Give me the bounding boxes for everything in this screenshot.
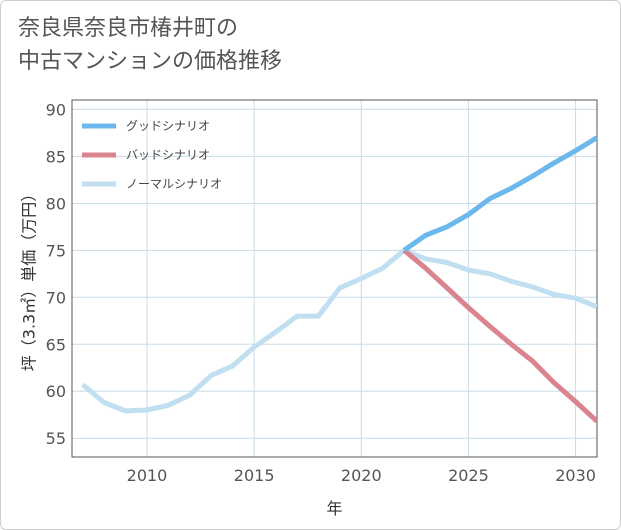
chart-title-line-1: 奈良県奈良市椿井町の (18, 16, 239, 41)
x-tick-label: 2020 (341, 466, 382, 485)
y-tick-label: 65 (46, 335, 66, 354)
x-axis-label: 年 (326, 499, 342, 518)
x-tick-label: 2010 (127, 466, 168, 485)
legend-entry: ノーマルシナリオ (126, 177, 222, 191)
series-line-normal (81, 247, 597, 414)
y-tick-label: 70 (46, 288, 66, 307)
y-tick-label: 90 (46, 100, 66, 119)
legend-entry: グッドシナリオ (126, 119, 210, 133)
y-tick-label: 60 (46, 382, 66, 401)
y-tick-label: 55 (46, 429, 66, 448)
series-layer (81, 135, 597, 424)
x-tick-label: 2030 (555, 466, 596, 485)
series-line-good (402, 135, 597, 253)
y-tick-label: 80 (46, 194, 66, 213)
series-line-bad (402, 248, 597, 424)
chart-title-line-2: 中古マンションの価格推移 (18, 49, 283, 74)
x-tick-label: 2015 (234, 466, 275, 485)
y-axis-label: 坪（3.3㎡）単価（万円） (20, 186, 39, 371)
legend-entry: バッドシナリオ (126, 148, 210, 162)
y-tick-label: 85 (46, 147, 66, 166)
plot-border (71, 99, 598, 458)
tick-labels: 2010 2015 2020 2025 2030 55 60 65 70 75 80 85 90 (46, 100, 596, 485)
x-tick-label: 2025 (448, 466, 489, 485)
y-tick-label: 75 (46, 241, 66, 260)
chart-title: 奈良県奈良市椿井町の 中古マンションの価格推移 (18, 12, 282, 78)
